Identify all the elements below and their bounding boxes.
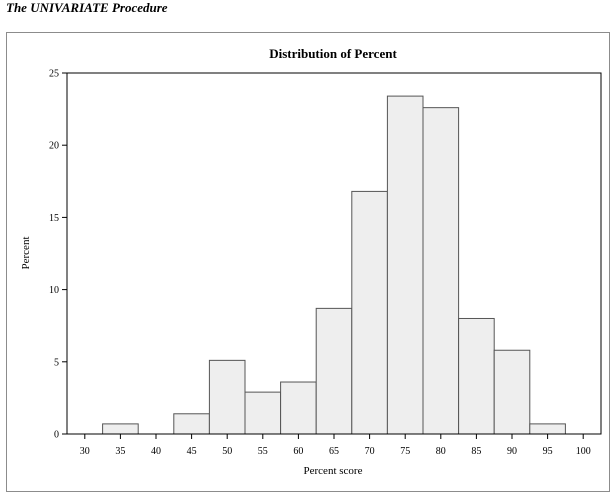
page-heading: The UNIVARIATE Procedure	[6, 0, 168, 15]
y-tick-label: 20	[49, 141, 59, 152]
x-axis-label: Percent score	[304, 465, 363, 477]
histogram-bar	[315, 307, 353, 435]
x-tick-label: 70	[365, 446, 375, 457]
histogram-bar	[280, 381, 317, 435]
y-tick-label: 5	[54, 357, 59, 368]
histogram-bar	[422, 107, 460, 435]
histogram-bar	[244, 391, 282, 435]
x-tick-label: 80	[436, 446, 446, 457]
histogram-bar	[351, 190, 388, 435]
x-tick-label: 90	[507, 446, 517, 457]
x-tick-label: 55	[258, 446, 268, 457]
x-tick-label: 40	[151, 446, 161, 457]
histogram-bar	[529, 423, 566, 435]
histogram-bar	[386, 95, 424, 435]
x-tick-label: 85	[471, 446, 481, 457]
x-tick-label: 45	[187, 446, 197, 457]
x-tick-label: 75	[400, 446, 410, 457]
x-tick-label: 30	[80, 446, 90, 457]
y-axis-label: Percent	[20, 237, 32, 270]
histogram-bar	[102, 423, 139, 435]
chart-title: Distribution of Percent	[269, 46, 397, 61]
histogram-bar	[458, 317, 495, 435]
x-tick-label: 60	[293, 446, 303, 457]
histogram-bar	[208, 359, 246, 435]
y-tick-label: 25	[49, 69, 59, 80]
y-tick-label: 0	[54, 430, 59, 441]
x-tick-label: 100	[576, 446, 591, 457]
x-tick-label: 65	[329, 446, 339, 457]
x-tick-label: 95	[543, 446, 553, 457]
x-tick-label: 50	[222, 446, 232, 457]
plot-area: 0 5 10 15 20 25 30 35 40 45 50 55 60 65 70 75 80 85 90 95 10…	[49, 69, 602, 457]
histogram-bar	[493, 349, 531, 435]
histogram-bar	[173, 413, 210, 435]
y-tick-label: 15	[49, 213, 59, 224]
y-tick-label: 10	[49, 285, 59, 296]
x-tick-label: 35	[115, 446, 125, 457]
